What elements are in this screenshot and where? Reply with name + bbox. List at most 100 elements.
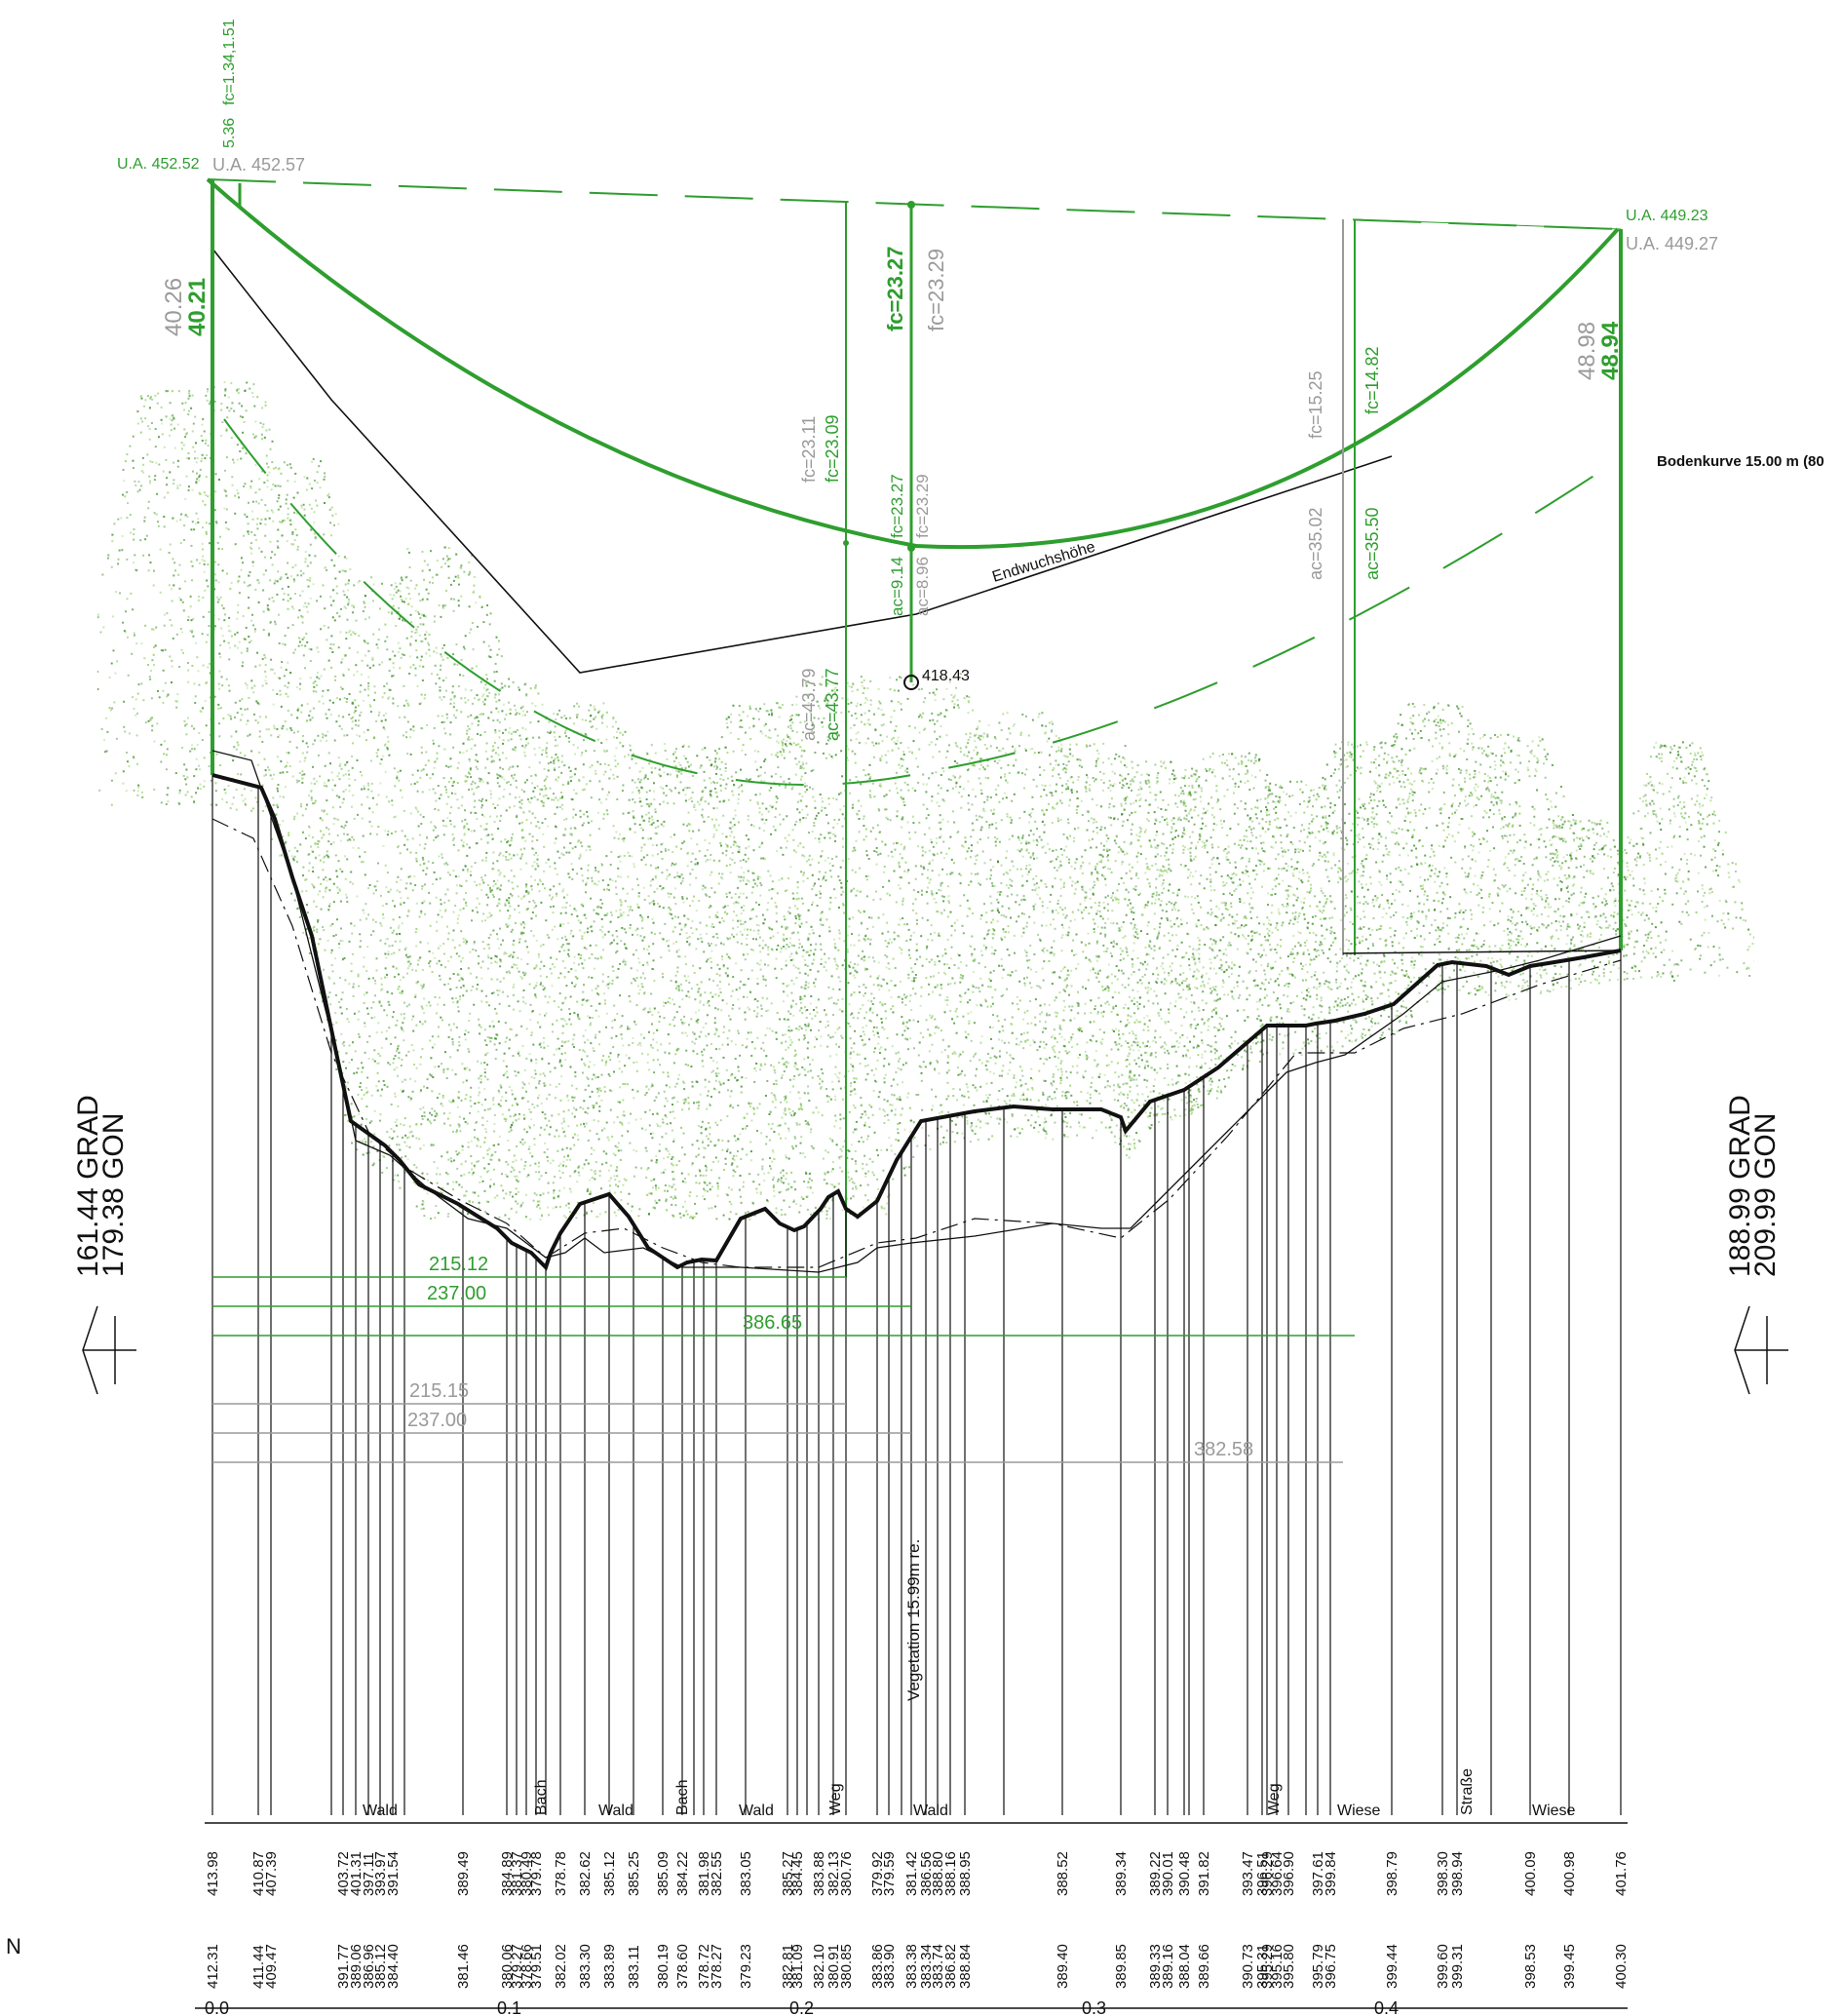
ac-mid-new: ac=9.14 [888, 557, 906, 616]
elevation-label: 381.37 [509, 1851, 525, 1896]
elevation-label: 398.94 [1449, 1851, 1466, 1896]
ac-left-new: ac=43.77 [823, 668, 842, 741]
elevation-label: 382.02 [553, 1944, 569, 1989]
terrain-lower-line [211, 750, 1622, 1273]
axis-tick-label: 0.4 [1374, 1998, 1399, 2016]
elevation-label: 395.16 [1269, 1944, 1286, 1989]
land-use-label: Bach [533, 1780, 550, 1815]
land-use-label: Straße [1459, 1768, 1476, 1815]
ac-mid-old: ac=8.96 [913, 557, 932, 616]
left-angle-symbol [82, 1305, 136, 1395]
fc-right-old: fc=15.25 [1306, 370, 1325, 439]
land-use-label: Wald [739, 1803, 774, 1819]
point-418-marker [903, 675, 919, 690]
fc-low-new: fc=23.27 [888, 474, 906, 538]
elevation-label: 409.47 [263, 1944, 280, 1989]
fc-low-old: fc=23.29 [913, 474, 932, 538]
dim-gray-3: 382.58 [1194, 1439, 1253, 1460]
elevation-label: 386.56 [918, 1851, 935, 1896]
elevation-label: 385.12 [372, 1944, 389, 1989]
elevation-label: 380.85 [838, 1944, 855, 1989]
axis-tick-label: 0.2 [789, 1998, 814, 2016]
elevation-label: 378.78 [553, 1851, 569, 1896]
distance-axis: 0.0 0.1 0.2 0.3 0.4 [205, 1998, 1399, 2016]
elevation-label: 378.72 [696, 1944, 712, 1989]
land-use-label: Weg [827, 1783, 844, 1815]
mid-curve-node [907, 544, 915, 552]
elevation-label: 391.77 [335, 1944, 352, 1989]
elevation-label: 385.09 [655, 1851, 672, 1896]
elevation-label: 399.84 [1323, 1851, 1339, 1896]
elevation-label: 396.64 [1269, 1851, 1286, 1896]
elevation-label: 380.91 [825, 1944, 842, 1989]
elevation-label: 378.27 [709, 1944, 725, 1989]
land-use-label: Wald [598, 1803, 633, 1819]
land-use-label: Wald [363, 1803, 398, 1819]
elevation-label: 411.44 [250, 1945, 267, 1989]
ac-right-old: ac=35.02 [1306, 507, 1325, 580]
axis-tick-label: 0.1 [497, 1998, 521, 2016]
elevation-label: 379.27 [509, 1944, 525, 1989]
dimension-lines-green [212, 1276, 1355, 1337]
elevation-label: 381.42 [903, 1851, 920, 1896]
elevation-label: 393.97 [372, 1851, 389, 1896]
elevation-label: 389.34 [1113, 1851, 1130, 1896]
endwuchs-line [211, 248, 1393, 674]
elevation-label: 384.22 [674, 1851, 691, 1896]
elevation-label: 384.45 [789, 1851, 806, 1896]
elevation-label: 386.82 [942, 1944, 959, 1989]
land-use-label: Wiese [1532, 1803, 1576, 1819]
elevation-label: 398.30 [1435, 1851, 1451, 1896]
ac-right-new: ac=35.50 [1362, 507, 1382, 580]
elevation-label: 389.33 [1147, 1944, 1164, 1989]
left-angle-gon: 179.38 GON [97, 1113, 130, 1277]
mid-top-node [907, 201, 915, 209]
elevation-label: 399.44 [1384, 1944, 1401, 1989]
elevation-label: 395.80 [1281, 1944, 1297, 1989]
elevation-label: 390.73 [1240, 1944, 1256, 1989]
land-use-label: Bach [674, 1780, 691, 1815]
height-right-new: 48.94 [1597, 321, 1624, 380]
elevation-label: 396.75 [1323, 1944, 1339, 1989]
elevation-label: 395.31 [1254, 1944, 1271, 1989]
elevation-label: 403.72 [335, 1851, 352, 1896]
terrain-dashdot-line [211, 818, 1622, 1268]
elevation-label: 400.98 [1561, 1851, 1578, 1896]
dim-green-3: 386.65 [743, 1312, 802, 1334]
corner-mark: N [6, 1934, 21, 1958]
elevation-label: 383.30 [577, 1944, 594, 1989]
elevation-label: 380.49 [518, 1851, 535, 1896]
station-lines [211, 775, 1622, 1815]
elevation-label: 379.78 [528, 1851, 545, 1896]
height-right-old: 48.98 [1574, 322, 1600, 380]
elevation-label: 389.66 [1196, 1944, 1212, 1989]
elevation-label: 389.85 [1113, 1944, 1130, 1989]
elevation-label: 396.29 [1259, 1851, 1276, 1896]
elevation-label: 413.98 [205, 1851, 221, 1896]
elevation-label: 385.27 [780, 1851, 796, 1896]
right-bottom-link [1342, 950, 1622, 954]
elevation-label: 397.11 [361, 1852, 377, 1896]
vegetation-point-cloud [97, 381, 1754, 1221]
elevation-label: 397.61 [1310, 1851, 1326, 1896]
dim-gray-1: 215.15 [409, 1380, 469, 1402]
elevation-label: 410.87 [250, 1851, 267, 1896]
elevation-label: 383.11 [626, 1945, 642, 1989]
elevation-label: 395.79 [1310, 1944, 1326, 1989]
land-use-label: Wald [913, 1803, 948, 1819]
elevation-label: 383.89 [601, 1944, 618, 1989]
sag-top-left-label: 5.36 [221, 118, 238, 148]
land-use-label: Weg [1266, 1783, 1283, 1815]
elevation-label: 388.16 [942, 1851, 959, 1896]
elevation-label: 383.05 [738, 1851, 754, 1896]
point-418-label: 418.43 [922, 668, 970, 684]
elevation-label: 399.60 [1435, 1944, 1451, 1989]
vegetation-note: Vegetation 15.99m re. [904, 1539, 923, 1701]
fc-right-new: fc=14.82 [1362, 346, 1382, 414]
land-use-label: Wiese [1337, 1803, 1381, 1819]
elevation-label: 378.66 [518, 1944, 535, 1989]
dimension-lines-gray [212, 1403, 1343, 1463]
dim-green-2: 237.00 [427, 1283, 486, 1304]
